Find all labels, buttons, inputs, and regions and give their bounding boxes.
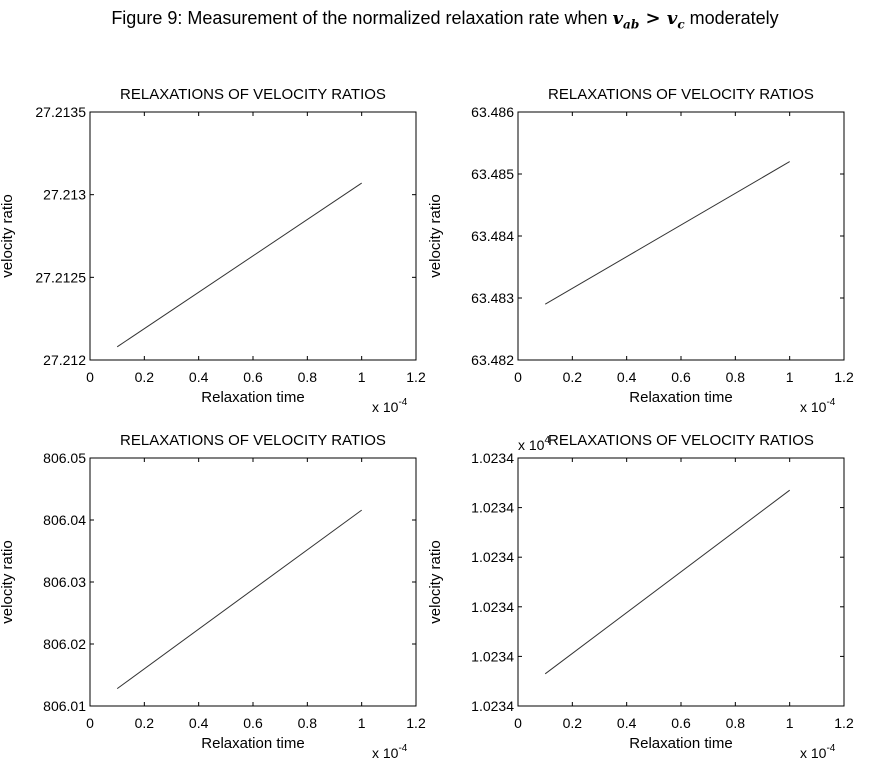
x-tick-label: 0.6 xyxy=(671,369,691,385)
x-axis-label: Relaxation time xyxy=(201,735,304,752)
y-axis-label: velocity ratio xyxy=(427,194,444,277)
x-tick-label: 0.2 xyxy=(135,715,155,731)
x-axis-label: Relaxation time xyxy=(201,389,304,406)
y-tick-label: 27.2125 xyxy=(35,269,86,285)
y-tick-label: 63.486 xyxy=(471,104,514,120)
x-axis-multiplier: x 10-4 xyxy=(800,397,836,415)
x-tick-label: 0.6 xyxy=(671,715,691,731)
y-axis-label: velocity ratio xyxy=(427,540,444,623)
figure-title-rhs-sub: c xyxy=(677,17,685,32)
x-tick-label: 1.2 xyxy=(406,369,426,385)
axes-frame xyxy=(89,111,417,361)
y-tick-label: 1.0234 xyxy=(471,450,514,466)
subplot-title: RELAXATIONS OF VELOCITY RATIOS xyxy=(120,432,386,449)
y-tick-label: 63.483 xyxy=(471,290,514,306)
y-tick-label: 806.02 xyxy=(43,636,86,652)
y-axis-label: velocity ratio xyxy=(0,540,16,623)
x-axis-label: Relaxation time xyxy=(629,389,732,406)
figure-title-rhs: v xyxy=(666,8,678,29)
x-tick-label: 1 xyxy=(786,369,794,385)
figure-title: Figure 9: Measurement of the normalized … xyxy=(0,8,890,32)
x-tick-label: 0.2 xyxy=(563,715,583,731)
y-tick-label: 63.482 xyxy=(471,352,514,368)
y-axis-multiplier: x 104 xyxy=(518,435,550,453)
figure-title-suffix: moderately xyxy=(684,8,779,28)
y-tick-label: 1.0234 xyxy=(471,648,514,664)
subplot-title: RELAXATIONS OF VELOCITY RATIOS xyxy=(120,86,386,103)
series-line-1 xyxy=(544,489,791,675)
x-tick-label: 0.6 xyxy=(243,369,263,385)
x-tick-label: 1.2 xyxy=(834,369,854,385)
x-tick-label: 0.2 xyxy=(135,369,155,385)
x-tick-label: 1 xyxy=(786,715,794,731)
y-tick-label: 63.484 xyxy=(471,228,514,244)
axes-frame xyxy=(517,457,845,707)
x-tick-label: 0 xyxy=(514,369,522,385)
x-tick-label: 0.4 xyxy=(189,369,209,385)
y-tick-label: 1.0234 xyxy=(471,500,514,516)
x-tick-label: 0.8 xyxy=(726,715,746,731)
y-tick-label: 63.485 xyxy=(471,166,514,182)
x-tick-label: 1 xyxy=(358,369,366,385)
x-tick-label: 0.8 xyxy=(726,369,746,385)
series-line-1 xyxy=(544,161,790,305)
series-line-1 xyxy=(116,182,362,348)
x-axis-multiplier: x 10-4 xyxy=(800,743,836,761)
axes-frame xyxy=(517,111,845,361)
x-tick-label: 0 xyxy=(86,715,94,731)
subplot-1: 0 0.2 0.4 0.6 0.8 1 1.2 27.212 27.2125 27.213 27.2… xyxy=(0,86,426,415)
x-tick-label: 0 xyxy=(86,369,94,385)
figure-title-prefix: Figure 9: Measurement of the normalized … xyxy=(111,8,613,28)
series-line-1 xyxy=(116,509,362,690)
axes-frame xyxy=(89,457,417,707)
x-tick-label: 0.4 xyxy=(617,369,637,385)
y-tick-label: 806.01 xyxy=(43,698,86,714)
x-axis-label: Relaxation time xyxy=(629,735,732,752)
y-tick-label: 806.03 xyxy=(43,574,86,590)
x-tick-label: 1.2 xyxy=(406,715,426,731)
y-tick-label: 806.04 xyxy=(43,512,86,528)
x-tick-label: 0.8 xyxy=(298,369,318,385)
y-tick-label: 1.0234 xyxy=(471,698,514,714)
subplot-2: 0 0.2 0.4 0.6 0.8 1 1.2 63.482 63.483 63.484 63.48… xyxy=(427,86,854,415)
x-tick-label: 0.6 xyxy=(243,715,263,731)
y-axis-label: velocity ratio xyxy=(0,194,16,277)
x-tick-label: 1.2 xyxy=(834,715,854,731)
x-tick-label: 0.2 xyxy=(563,369,583,385)
x-axis-multiplier: x 10-4 xyxy=(372,397,408,415)
x-axis-multiplier: x 10-4 xyxy=(372,743,408,761)
figure-title-lhs-sub: ab xyxy=(623,17,640,32)
y-tick-label: 27.212 xyxy=(43,352,86,368)
y-tick-label: 27.213 xyxy=(43,187,86,203)
y-tick-label: 1.0234 xyxy=(471,549,514,565)
x-tick-label: 0 xyxy=(514,715,522,731)
x-tick-label: 0.8 xyxy=(298,715,318,731)
figure-title-operator: > xyxy=(639,8,667,29)
subplot-title: RELAXATIONS OF VELOCITY RATIOS xyxy=(548,432,814,449)
y-tick-label: 1.0234 xyxy=(471,599,514,615)
y-tick-label: 806.05 xyxy=(43,450,86,466)
y-tick-label: 27.2135 xyxy=(35,104,86,120)
subplot-title: RELAXATIONS OF VELOCITY RATIOS xyxy=(548,86,814,103)
subplot-3: 0 0.2 0.4 0.6 0.8 1 1.2 806.01 806.02 806.03 806.0… xyxy=(0,432,426,761)
x-tick-label: 0.4 xyxy=(617,715,637,731)
figure-title-lhs: v xyxy=(612,8,624,29)
subplot-4: 0 0.2 0.4 0.6 0.8 1 1.2 1.0234 1.0234 1.0234 1.023… xyxy=(427,432,854,761)
x-tick-label: 0.4 xyxy=(189,715,209,731)
x-tick-label: 1 xyxy=(358,715,366,731)
